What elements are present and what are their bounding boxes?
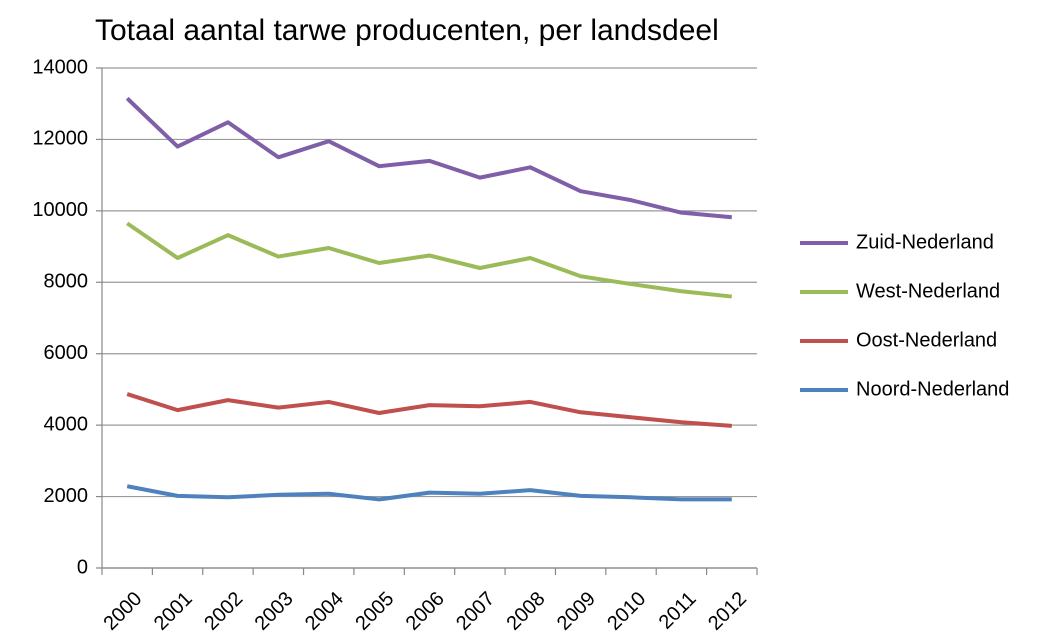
- y-tick-label: 12000: [32, 128, 88, 150]
- x-tick-label: 2012: [704, 588, 751, 635]
- chart-title: Totaal aantal tarwe producenten, per lan…: [95, 14, 719, 47]
- x-tick-label: 2010: [603, 588, 650, 635]
- legend-label: Zuid-Nederland: [856, 231, 994, 253]
- x-tick-label: 2005: [351, 588, 398, 635]
- x-tick-label: 2004: [301, 588, 348, 635]
- legend-label: Noord-Nederland: [856, 378, 1009, 400]
- legend-label: West-Nederland: [856, 280, 1000, 302]
- x-tick-label: 2008: [503, 588, 550, 635]
- x-tick-label: 2009: [553, 588, 600, 635]
- y-tick-label: 4000: [44, 413, 89, 435]
- y-tick-label: 8000: [44, 271, 89, 293]
- x-tick-label: 2006: [402, 588, 449, 635]
- legend-label: Oost-Nederland: [856, 329, 997, 351]
- y-tick-label: 6000: [44, 342, 89, 364]
- y-tick-label: 10000: [32, 199, 88, 221]
- y-tick-label: 0: [77, 556, 88, 578]
- series-line: [125, 96, 732, 220]
- x-tick-label: 2003: [251, 588, 298, 635]
- x-tick-label: 2000: [99, 588, 146, 635]
- series-line: [126, 484, 732, 502]
- series-line: [126, 392, 732, 428]
- x-tick-label: 2007: [452, 588, 499, 635]
- x-tick-label: 2002: [200, 588, 247, 635]
- y-tick-label: 14000: [32, 56, 88, 78]
- y-tick-label: 2000: [44, 485, 89, 507]
- x-tick-label: 2011: [655, 588, 701, 634]
- x-tick-label: 2001: [150, 588, 197, 635]
- series-line: [126, 221, 733, 299]
